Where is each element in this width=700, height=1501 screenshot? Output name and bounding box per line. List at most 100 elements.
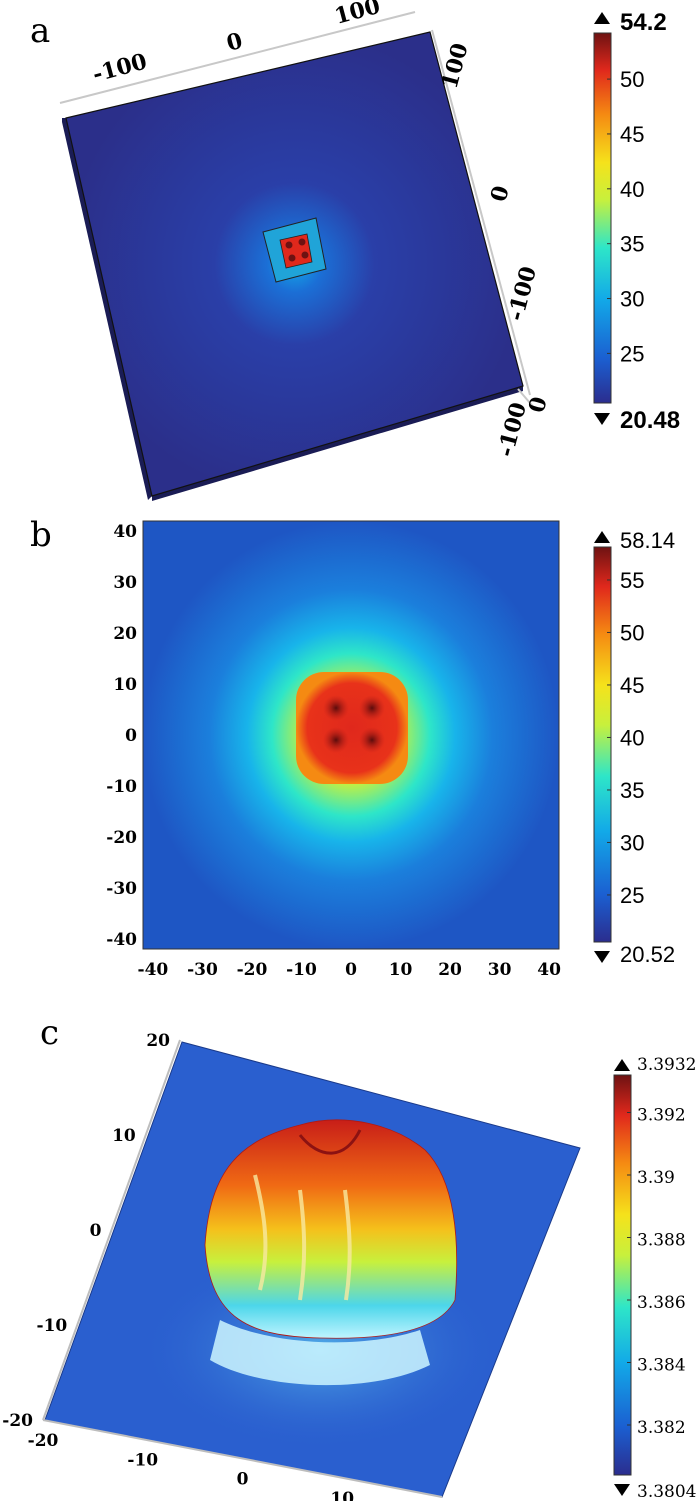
colorbar-c xyxy=(613,1074,632,1476)
colorbar-tick-label: 45 xyxy=(620,673,644,698)
colorbar-max-label: 3.3932 xyxy=(637,1055,696,1075)
tick-label: 0 xyxy=(486,183,515,205)
colorbar-tick-label: 40 xyxy=(620,725,644,750)
tick-label: -100 xyxy=(493,400,532,460)
colorbar-min-label: 20.48 xyxy=(620,407,680,434)
colorbar-tick-label: 3.388 xyxy=(637,1231,686,1251)
y-tick-label: -30 xyxy=(106,879,137,899)
x-tick-label: 40 xyxy=(537,960,561,980)
hotspot xyxy=(359,695,385,721)
y-tick-label: 0 xyxy=(125,726,137,746)
x-tick-label: 0 xyxy=(237,1470,249,1490)
tick-label: 0 xyxy=(224,28,246,57)
colorbar-min-arrow xyxy=(594,413,610,425)
panel-label-a: a xyxy=(30,11,50,51)
colorbar-tick-label: 30 xyxy=(620,830,644,855)
bump-highlight xyxy=(298,1189,307,1301)
colorbar-b-ticks: 55 50 45 40 35 30 25 xyxy=(607,568,644,908)
colorbar-tick-label: 3.384 xyxy=(637,1356,686,1376)
panel-a: a -100 0 100 100 0 -100 0 -100 54.2 5045… xyxy=(30,0,680,501)
hotspot xyxy=(288,254,296,262)
box-side-left xyxy=(62,118,152,500)
colorbar-tick-label: 55 xyxy=(620,568,644,593)
panel-label-b: b xyxy=(30,515,52,555)
colorbar-a xyxy=(593,32,612,404)
x-tick-label: -20 xyxy=(237,960,268,980)
x-tick-label: 0 xyxy=(345,960,357,980)
colorbar-tick-label: 3.382 xyxy=(637,1418,686,1438)
bump-crest xyxy=(298,1129,362,1155)
colorbar-tick-label: 25 xyxy=(620,341,644,366)
x-tick-label: 10 xyxy=(389,960,413,980)
colorbar-tick-label: 45 xyxy=(620,122,644,147)
colorbar-max-label: 58.14 xyxy=(620,528,675,553)
colorbar-max-label: 54.2 xyxy=(620,9,667,36)
hotspot xyxy=(323,695,349,721)
y-tick-label: 20 xyxy=(113,624,137,644)
colorbar-min-label: 3.3804 xyxy=(637,1482,696,1501)
colorbar-tick-label: 40 xyxy=(620,177,644,202)
panel-b: b 40 30 20 10 0 -10 -20 -30 -40 -40 -30 -20 -10 0 10 2… xyxy=(30,515,675,980)
y-axis-line xyxy=(42,1039,181,1421)
y-tick-label: -20 xyxy=(2,1411,33,1431)
y-axis-ticks-b: 40 30 20 10 0 -10 -20 -30 -40 xyxy=(106,522,137,950)
x-tick-label: -10 xyxy=(286,960,317,980)
colorbar-tick-label: 35 xyxy=(620,232,644,257)
bump-highlight xyxy=(343,1189,352,1301)
colorbar-tick-label: 25 xyxy=(620,883,644,908)
bump-base-glow xyxy=(210,1320,430,1386)
x-axis-line xyxy=(42,1419,443,1498)
colorbar-min-arrow xyxy=(614,1484,630,1496)
y-tick-label: -20 xyxy=(106,828,137,848)
tick-label: 0 xyxy=(524,394,553,416)
tick-label: 100 xyxy=(332,0,383,30)
colorbar-tick-label: 3.386 xyxy=(637,1293,686,1313)
y-tick-label: 0 xyxy=(90,1221,102,1241)
box-side-bottom xyxy=(152,386,523,501)
y-tick-label: -10 xyxy=(106,777,137,797)
colorbar-tick-label: 35 xyxy=(620,778,644,803)
y-tick-label: 20 xyxy=(146,1031,170,1051)
hotspot xyxy=(298,238,306,246)
colorbar-tick-label: 30 xyxy=(620,287,644,312)
bump-highlight xyxy=(253,1174,268,1291)
y-tick-label: 10 xyxy=(113,675,137,695)
panel-label-c: c xyxy=(40,1013,59,1053)
y-axis-line xyxy=(431,29,531,396)
colorbar-b xyxy=(593,546,612,943)
surface-bump xyxy=(204,1119,458,1339)
colorbar-max-arrow xyxy=(614,1059,630,1071)
y-tick-label: 30 xyxy=(113,573,137,593)
colorbar-tick-label: 3.39 xyxy=(637,1168,675,1188)
y-tick-label: 10 xyxy=(112,1126,136,1146)
colorbar-min-arrow xyxy=(594,951,610,963)
x-tick-label: 30 xyxy=(488,960,512,980)
x-axis-line xyxy=(59,11,416,104)
colorbar-max-arrow xyxy=(594,12,610,24)
hotspot xyxy=(301,251,309,259)
x-tick-label: -40 xyxy=(138,960,169,980)
z-axis-line xyxy=(517,388,537,411)
hotspot xyxy=(359,727,385,753)
y-tick-label: 40 xyxy=(113,522,137,542)
hotspot xyxy=(285,241,293,249)
y-tick-label: -10 xyxy=(37,1316,68,1336)
heat-source-b xyxy=(296,672,408,784)
colorbar-c-ticks: 3.392 3.39 3.388 3.386 3.384 3.382 xyxy=(627,1106,686,1438)
colorbar-tick-label: 3.392 xyxy=(637,1106,686,1126)
colorbar-tick-label: 50 xyxy=(620,620,644,645)
x-tick-label: 20 xyxy=(438,960,462,980)
tick-label: 100 xyxy=(437,40,474,91)
hotspot xyxy=(323,727,349,753)
colorbar-max-arrow xyxy=(594,531,610,543)
x-tick-label: -20 xyxy=(28,1431,59,1451)
x-tick-label: 10 xyxy=(330,1489,354,1501)
x-tick-label: -30 xyxy=(187,960,218,980)
x-axis-ticks-b: -40 -30 -20 -10 0 10 20 30 40 xyxy=(138,960,562,980)
y-tick-label: -40 xyxy=(106,930,137,950)
heat-source-core xyxy=(279,233,313,269)
y-axis-ticks-c: 20 10 0 -10 -20 xyxy=(2,1031,170,1431)
